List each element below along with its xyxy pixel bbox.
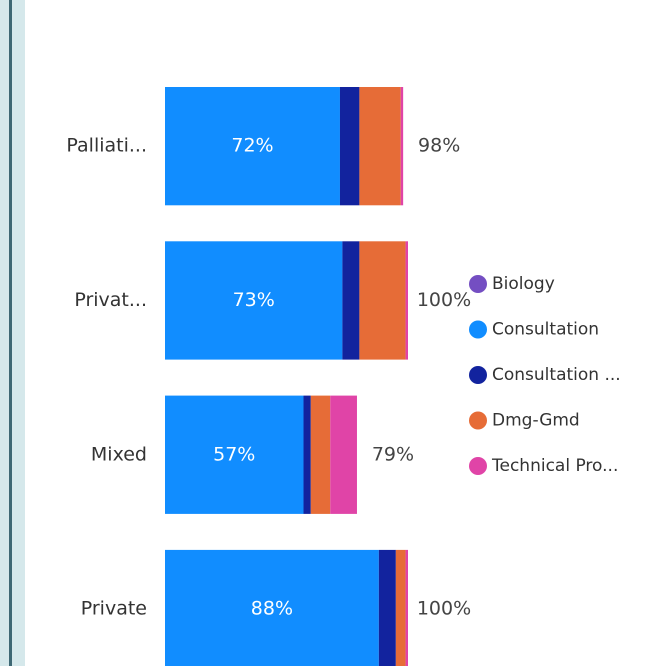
bar-segment [165,395,304,514]
bar-segment [165,241,343,360]
bar-segment [342,241,360,360]
category-label: Mixed [91,443,147,465]
legend-label: Biology [492,274,555,294]
side-border [9,0,12,666]
category-label: Private [81,598,147,620]
bar-segment [405,549,408,666]
bar-segment [303,395,311,514]
value-label: 57% [213,443,255,465]
legend-label: Technical Pro... [491,456,618,476]
category-label: Privat... [74,289,147,311]
value-label: 88% [251,598,293,620]
bar-segment [330,395,357,514]
bar-segment [400,87,404,206]
bar-segment [395,549,406,666]
total-label: 100% [417,289,471,311]
legend-marker [469,320,487,339]
legend: Biology Consultation Consultation ... Dmg-G… [469,274,621,476]
value-label: 72% [231,135,273,157]
total-label: 98% [418,135,460,157]
bar-segment [310,395,331,514]
bar-segment [359,241,406,360]
side-panel [0,0,25,666]
legend-marker [469,366,487,384]
legend-label: Consultation [492,320,599,340]
legend-marker [469,457,487,475]
bar-segment [165,87,340,206]
bar-segment [378,549,396,666]
total-label: 100% [417,598,471,620]
plot: Palliati... 72% 98% Privat... 73% 100% Mixed 57… [66,87,471,666]
value-label: 73% [233,289,275,311]
bar-segment [165,549,379,666]
category-label: Palliati... [66,135,147,157]
legend-marker [469,411,487,430]
legend-label: Dmg-Gmd [492,411,580,431]
legend-label: Consultation ... [492,365,621,385]
bar-segment [405,241,408,360]
total-label: 79% [372,443,414,465]
bar-segment [359,87,401,206]
bar-segment [339,87,360,206]
legend-marker [469,275,487,293]
